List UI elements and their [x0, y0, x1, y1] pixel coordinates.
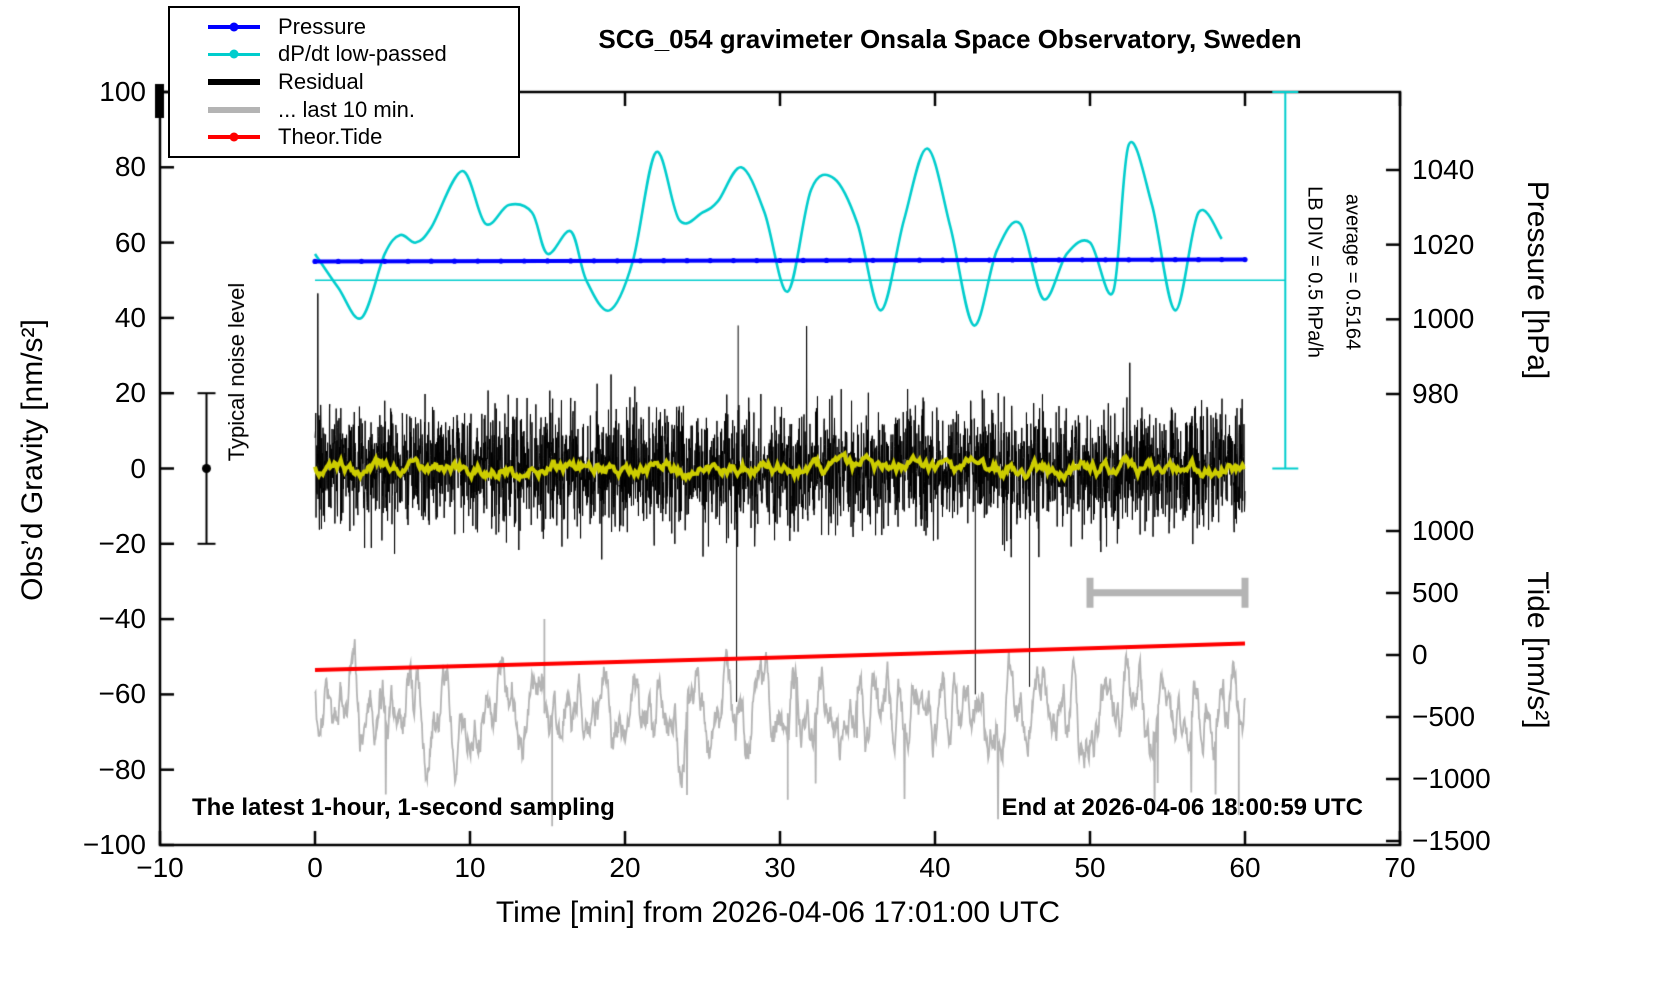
legend-marker-dot — [229, 49, 239, 59]
legend-line-sample — [208, 132, 260, 142]
pressure-axis-title: Pressure [hPa] — [1521, 180, 1554, 380]
gravity-tick-label: −40 — [98, 603, 147, 635]
time-tick-label: 70 — [1384, 852, 1416, 883]
time-tick-label: 10 — [454, 852, 486, 883]
legend-line-sample — [208, 78, 260, 85]
legend-line-sample — [208, 106, 260, 113]
gravity-tick-label: −100 — [82, 829, 146, 860]
pressure-tick-label: 1000 — [1412, 303, 1475, 335]
legend-item: Residual — [170, 69, 518, 95]
tide-tick-label: 0 — [1412, 639, 1428, 670]
x-axis-title: Time [min] from 2026-04-06 17:01:00 UTC — [495, 896, 1061, 929]
legend-line-sample — [208, 49, 260, 59]
chart-title: SCG_054 gravimeter Onsala Space Observat… — [598, 24, 1302, 54]
gravity-tick-label: −60 — [98, 678, 147, 710]
lb-div-label: LB DIV = 0.5 hPa/h — [1303, 186, 1326, 358]
time-tick-label: 0 — [307, 852, 323, 883]
legend-item: ... last 10 min. — [170, 97, 518, 123]
tide-tick-label: 1000 — [1412, 515, 1475, 546]
time-tick-label: 60 — [1229, 852, 1261, 883]
average-label: average = 0.5164 — [1341, 193, 1364, 351]
legend-item: Pressure — [170, 14, 518, 40]
legend-label: dP/dt low-passed — [278, 41, 447, 67]
tide-tick-label: 500 — [1412, 577, 1459, 608]
legend-item: dP/dt low-passed — [170, 41, 518, 67]
time-tick-label: 40 — [919, 852, 951, 883]
end-time-note: End at 2026-04-06 18:00:59 UTC — [1001, 794, 1364, 821]
tide-axis-title: Tide [nm/s²] — [1521, 571, 1554, 729]
legend-label: Pressure — [278, 13, 367, 39]
gravity-tick-label: 20 — [114, 377, 146, 409]
tide-tick-label: −1500 — [1412, 825, 1491, 856]
legend-line-sample — [208, 22, 260, 32]
legend-label: Theor.Tide — [278, 124, 383, 150]
gravity-tick-label: 60 — [114, 226, 146, 258]
tide-tick-label: −500 — [1412, 701, 1476, 732]
sampling-note: The latest 1-hour, 1-second sampling — [192, 794, 615, 821]
gravity-tick-label: 0 — [130, 452, 146, 484]
tide-tick-label: −1000 — [1412, 763, 1491, 794]
legend-marker-dot — [229, 22, 239, 32]
legend-label: Residual — [278, 68, 364, 94]
gravity-tick-label: 80 — [114, 151, 146, 183]
legend-item: Theor.Tide — [170, 124, 518, 150]
gravity-tick-label: −80 — [98, 753, 147, 785]
pressure-tick-label: 1040 — [1412, 153, 1475, 185]
legend-label: ... last 10 min. — [278, 96, 415, 122]
time-tick-label: 20 — [609, 852, 641, 883]
pressure-tick-label: 980 — [1412, 378, 1459, 409]
gravity-tick-label: 40 — [114, 301, 146, 333]
time-tick-label: 30 — [764, 852, 796, 883]
legend-marker-dot — [229, 132, 239, 142]
pressure-tick-label: 1020 — [1412, 228, 1475, 260]
time-tick-label: 50 — [1074, 852, 1106, 883]
legend: Pressure dP/dt low-passed Residual... last… — [168, 6, 520, 158]
noise-level-label: Typical noise level — [224, 282, 249, 462]
gravity-tick-label: 100 — [99, 76, 146, 107]
gravity-tick-label: −20 — [98, 527, 147, 559]
time-tick-label: −10 — [136, 852, 184, 883]
